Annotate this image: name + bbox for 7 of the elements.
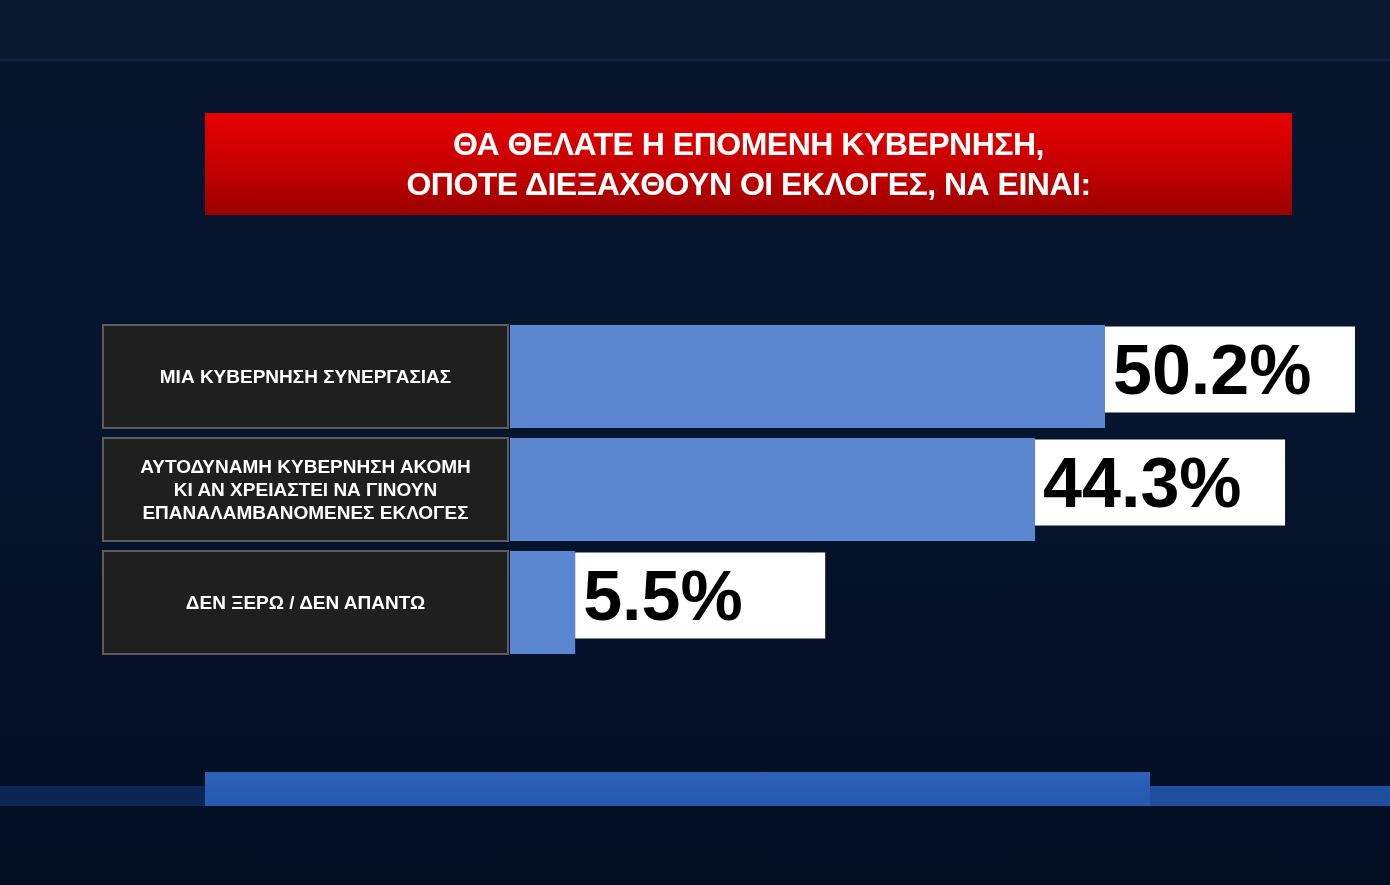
data-label: 44.3% (1043, 443, 1242, 522)
y-tick-label: ΜΙΑ ΚΥΒΕΡΝΗΣΗ ΣΥΝΕΡΓΑΣΙΑΣ (159, 365, 452, 387)
y-tick-label: ΔΕΝ ΞΕΡΩ / ΔΕΝ ΑΠΑΝΤΩ (185, 591, 426, 613)
y-tick-label: ΑΥΤΟΔΥΝΑΜΗ ΚΥΒΕΡΝΗΣΗ ΑΚΟΜΗ ΚΙ ΑΝ ΧΡΕΙΑΣΤΕΙ ΝΑ ΓΙΝΟΥΝ ΕΠΑΝΑΛΑΜΒΑΝΟΜΕΝΕΣ ΕΚΛΟΓΕΣ (140, 455, 471, 523)
data-label: 5.5% (583, 556, 743, 635)
data-label: 50.2% (1113, 330, 1312, 409)
chart-title: ΘΑ ΘΕΛΑΤΕ Η ΕΠΟΜΕΝΗ ΚΥΒΕΡΝΗΣΗ, ΟΠΟΤΕ ΔΙΕΞΑΧΘΟΥΝ ΟΙ ΕΚΛΟΓΕΣ, ΝΑ ΕΙΝΑΙ: (406, 126, 1091, 202)
